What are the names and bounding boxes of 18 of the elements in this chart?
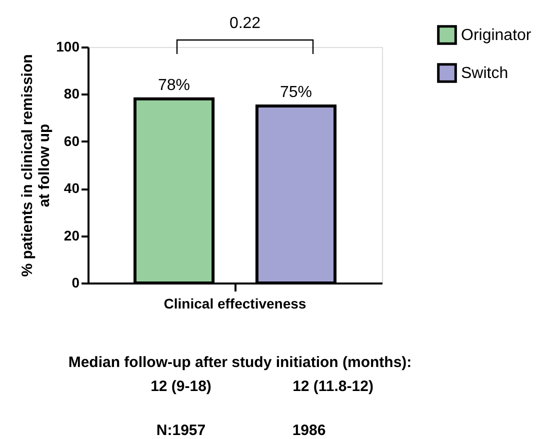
- y-axis-title: % patients in clinical remission at follow up: [19, 54, 54, 277]
- text: N:1957: [156, 422, 206, 439]
- text: 12 (11.8-12): [292, 378, 374, 395]
- text: Median follow-up after study initiation (months):: [68, 354, 412, 371]
- y-tick-label: 100: [56, 38, 80, 54]
- y-tick-label: 0: [72, 274, 80, 290]
- y-tick-label: 40: [64, 180, 80, 196]
- text: 1986: [292, 422, 326, 439]
- text: 0.22: [229, 15, 261, 32]
- y-tick-label: 20: [64, 227, 80, 244]
- legend-label: Originator: [461, 27, 532, 44]
- y-tick-label: 60: [64, 132, 80, 149]
- legend-label: Switch: [461, 65, 508, 82]
- data-label: 75%: [280, 84, 312, 101]
- data-label: 78%: [158, 76, 190, 94]
- y-tick-label: 80: [64, 86, 80, 102]
- text: 12 (9-18): [150, 378, 212, 395]
- x-tick-label: Clinical effectiveness: [164, 296, 306, 312]
